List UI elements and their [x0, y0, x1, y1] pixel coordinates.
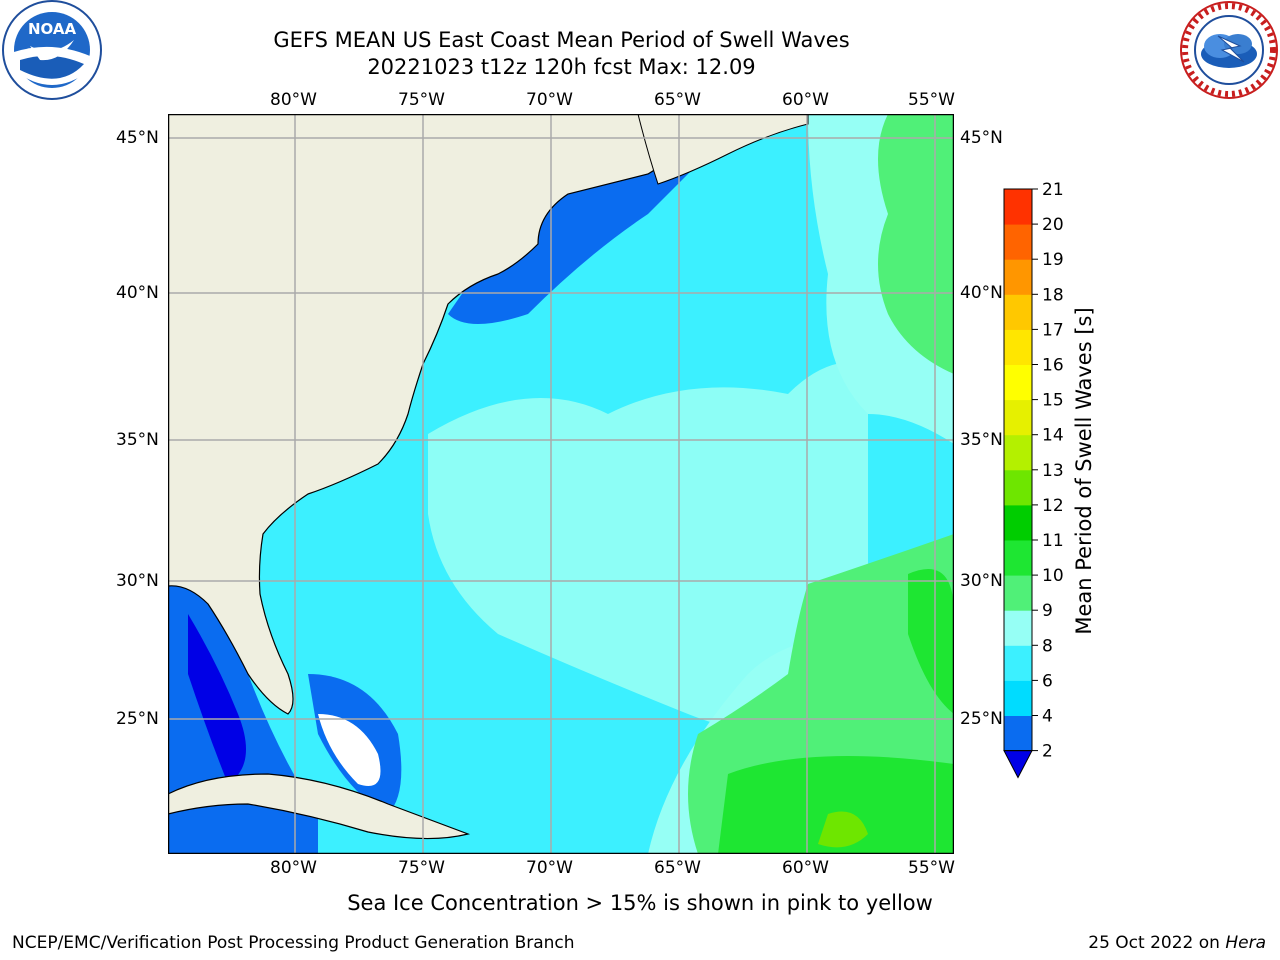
map-panel [167, 113, 955, 855]
colorbar-label: Mean Period of Swell Waves [s] [1072, 307, 1096, 635]
map-gridlines [168, 114, 954, 854]
lat-label-right-30n: 30°N [960, 571, 1003, 591]
map-subtitle: 20221023 t12z 120h fcst Max: 12.09 [367, 55, 756, 79]
lat-label-left-40n: 40°N [116, 283, 159, 303]
gulf-dark-blue [188, 614, 246, 784]
lon-label-top-75w: 75°W [398, 90, 445, 110]
lat-label-right-45n: 45°N [960, 128, 1003, 148]
map-title: GEFS MEAN US East Coast Mean Period of S… [273, 28, 850, 52]
colorbar-segment [1004, 610, 1032, 646]
colorbar-tick-label: 14 [1042, 426, 1064, 446]
sea-ice-note: Sea Ice Concentration > 15% is shown in … [347, 891, 933, 915]
colorbar-tick-label: 11 [1042, 531, 1064, 551]
lon-label-bottom-75w: 75°W [398, 858, 445, 878]
lon-label-bottom-70w: 70°W [526, 858, 573, 878]
colorbar-segment [1004, 469, 1032, 506]
lat-label-right-25n: 25°N [960, 709, 1003, 729]
colorbar-tick-label: 6 [1042, 671, 1053, 691]
colorbar-tick-label: 17 [1042, 320, 1064, 340]
footer-host: Hera [1225, 933, 1266, 953]
footer-credit: NCEP/EMC/Verification Post Processing Pr… [12, 933, 575, 953]
colorbar-tick-label: 18 [1042, 285, 1064, 305]
colorbar-tick-label: 15 [1042, 391, 1064, 411]
colorbar-tick-label: 19 [1042, 250, 1064, 270]
lon-label-top-60w: 60°W [782, 90, 829, 110]
swell-region-8-9s [428, 362, 868, 734]
colorbar-segment [1004, 224, 1032, 260]
colorbar-tick-label: 21 [1042, 180, 1064, 200]
lon-label-bottom-60w: 60°W [782, 858, 829, 878]
lat-label-left-30n: 30°N [116, 571, 159, 591]
swell-region-10-11s-s [718, 756, 954, 854]
cuba-land [168, 773, 471, 840]
colorbar-segment [1004, 540, 1032, 576]
colorbar-tick-label: 4 [1042, 707, 1053, 727]
colorbar-tick-label: 10 [1042, 566, 1064, 586]
colorbar-under-triangle [1003, 750, 1033, 779]
lon-label-top-65w: 65°W [654, 90, 701, 110]
lon-label-top-80w: 80°W [270, 90, 317, 110]
colorbar-segment [1004, 434, 1032, 471]
lat-label-left-35n: 35°N [116, 430, 159, 450]
colorbar-tick-label: 13 [1042, 461, 1064, 481]
colorbar-tick-label: 9 [1042, 601, 1053, 621]
lat-label-right-35n: 35°N [960, 430, 1003, 450]
footer-date-text: 25 Oct 2022 on [1088, 933, 1226, 953]
lon-label-top-55w: 55°W [908, 90, 955, 110]
colorbar-segment [1004, 680, 1032, 716]
colorbar-segment [1004, 715, 1032, 752]
lat-label-left-25n: 25°N [116, 709, 159, 729]
bahamas-shoal [318, 714, 381, 786]
swell-region-12s [818, 811, 868, 848]
colorbar-segment [1004, 329, 1032, 365]
us-east-coast-land [168, 114, 809, 715]
colorbar-tick-label: 20 [1042, 215, 1064, 235]
lon-label-bottom-55w: 55°W [908, 858, 955, 878]
colorbar-segment [1004, 294, 1032, 330]
swell-region-10-11s [908, 569, 954, 714]
colorbar-segment [1004, 364, 1032, 401]
map-frame [167, 113, 955, 855]
colorbar-tick-label: 12 [1042, 496, 1064, 516]
colorbar-segment [1004, 575, 1032, 611]
footer-date: 25 Oct 2022 on Hera [1088, 933, 1266, 953]
lon-label-top-70w: 70°W [526, 90, 573, 110]
colorbar-segment [1004, 504, 1032, 541]
lat-label-right-40n: 40°N [960, 283, 1003, 303]
colorbar-segment [1004, 189, 1032, 225]
lon-label-bottom-65w: 65°W [654, 858, 701, 878]
colorbar-tick-label: 8 [1042, 636, 1053, 656]
colorbar: 2 4 6 8 9 10 11 12 13 14 15 16 17 18 19 20 21 [996, 180, 1086, 790]
colorbar-segment [1004, 399, 1032, 436]
swell-period-map [167, 113, 955, 855]
colorbar-tick-label: 16 [1042, 356, 1064, 376]
noaa-logo-text: NOAA [28, 20, 77, 38]
lat-label-left-45n: 45°N [116, 128, 159, 148]
lon-label-bottom-80w: 80°W [270, 858, 317, 878]
maritimes-land [637, 114, 809, 185]
colorbar-segment [1004, 259, 1032, 295]
colorbar-segment [1004, 645, 1032, 681]
colorbar-tick-label: 2 [1042, 742, 1053, 762]
noaa-logo: NOAA [0, 0, 104, 100]
nws-logo [1178, 0, 1280, 100]
